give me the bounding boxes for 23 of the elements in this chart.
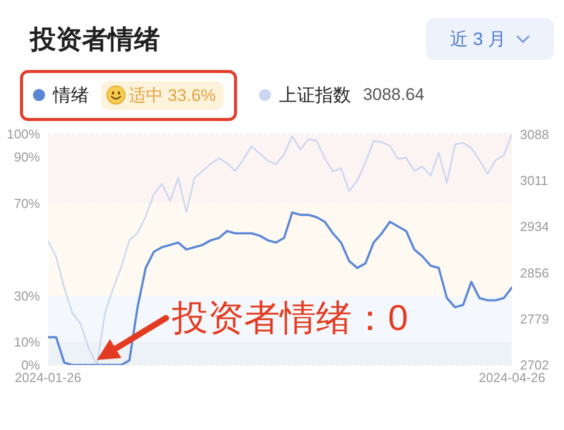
line-series bbox=[48, 134, 512, 365]
annotation: 投资者情绪：0 bbox=[172, 297, 408, 338]
y-tick-label: 30% bbox=[14, 288, 40, 304]
text: 3088.64 bbox=[362, 85, 424, 105]
x-tick-label: 2024-04-26 bbox=[478, 370, 546, 386]
y-tick-label: 0% bbox=[21, 358, 40, 373]
legend-label: 上证指数 bbox=[278, 84, 351, 107]
y2-tick-label: 2934 bbox=[520, 219, 549, 234]
y2-tick-label: 2702 bbox=[520, 358, 549, 373]
period-dropdown: 近 3 月 bbox=[426, 18, 554, 60]
y2-tick-label: 2779 bbox=[520, 312, 549, 327]
y-tick-label: 70% bbox=[14, 196, 40, 211]
y2-tick-label: 2856 bbox=[520, 266, 549, 281]
legend-label: 情绪 bbox=[53, 84, 89, 107]
chart-title: 投资者情绪 bbox=[30, 23, 160, 56]
y-tick-label: 90% bbox=[14, 150, 40, 165]
line-series bbox=[48, 211, 512, 365]
y2-tick-label: 3011 bbox=[520, 173, 548, 188]
status-badge: 适中 33.6% bbox=[101, 80, 224, 110]
y-tick-label: 100% bbox=[6, 126, 40, 142]
y-tick-label: 10% bbox=[14, 334, 40, 350]
y2-tick-label: 3088 bbox=[520, 126, 549, 142]
x-tick-label: 2024-01-26 bbox=[14, 370, 82, 386]
